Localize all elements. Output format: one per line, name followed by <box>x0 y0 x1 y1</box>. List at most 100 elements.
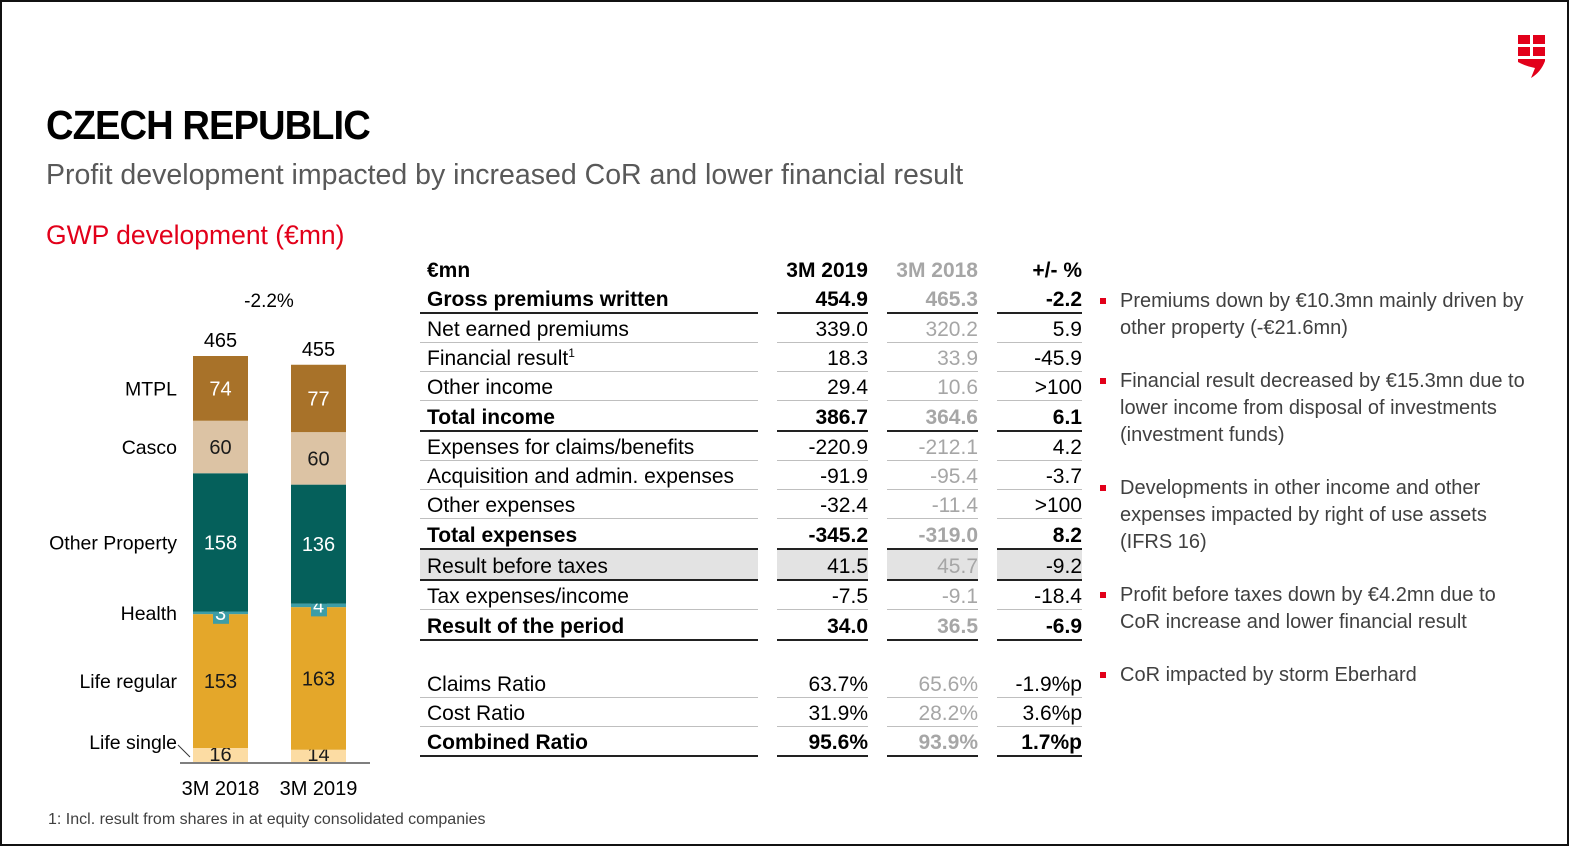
header-change: +/- % <box>1032 259 1082 282</box>
value-current: -345.2 <box>777 519 868 550</box>
value-current: -32.4 <box>777 490 868 519</box>
ratio-row: Combined Ratio 95.6% 93.9% 1.7%p <box>420 727 1082 757</box>
bar-segment <box>291 432 346 485</box>
bullet-marker-icon <box>1100 672 1106 678</box>
table-row: Expenses for claims/benefits -220.9 -212.1… <box>420 432 1082 461</box>
table-row: Total expenses -345.2 -319.0 8.2 <box>420 519 1082 550</box>
bullet-marker-icon <box>1100 378 1106 384</box>
data-label: 158 <box>204 532 237 554</box>
value-current: 386.7 <box>777 401 868 432</box>
table-row: Other income 29.4 10.6 >100 <box>420 372 1082 401</box>
ratio-current: 95.6% <box>777 727 868 757</box>
table-row: Total income 386.7 364.6 6.1 <box>420 401 1082 432</box>
data-label: 74 <box>209 378 231 400</box>
ratio-current: 63.7% <box>777 669 868 698</box>
bullet-marker-icon <box>1100 298 1106 304</box>
ratio-change: -1.9%p <box>997 669 1082 698</box>
category-tick-label: 3M 2019 <box>280 778 358 800</box>
value-current: 29.4 <box>777 372 868 401</box>
bullet-marker-icon <box>1100 485 1106 491</box>
legend-label: Life regular <box>79 671 177 693</box>
table-row: Acquisition and admin. expenses -91.9 -95.… <box>420 461 1082 490</box>
commentary-bullet: Financial result decreased by €15.3mn du… <box>1100 368 1540 449</box>
value-current: 18.3 <box>777 343 868 372</box>
data-label: 77 <box>307 388 329 410</box>
data-label: 153 <box>204 671 237 693</box>
header-unit: €mn <box>427 259 471 282</box>
table-row: Other expenses -32.4 -11.4 >100 <box>420 490 1082 519</box>
ratio-previous: 93.9% <box>887 727 978 757</box>
bar-segment <box>193 473 248 612</box>
value-change: -18.4 <box>997 581 1082 610</box>
value-current: -91.9 <box>777 461 868 490</box>
table-row: Tax expenses/income -7.5 -9.1 -18.4 <box>420 581 1082 610</box>
row-label: Acquisition and admin. expenses <box>420 461 758 490</box>
commentary-list: Premiums down by €10.3mn mainly driven b… <box>1100 288 1540 715</box>
value-change: -45.9 <box>997 343 1082 372</box>
ratio-current: 31.9% <box>777 698 868 727</box>
value-previous: -11.4 <box>887 490 978 519</box>
ratio-change: 1.7%p <box>997 727 1082 757</box>
ratio-previous: 65.6% <box>887 669 978 698</box>
bar-total-label: 455 <box>302 339 335 361</box>
value-change: -9.2 <box>997 550 1082 581</box>
legend-label: Life single <box>89 732 177 754</box>
commentary-bullet: Profit before taxes down by €4.2mn due t… <box>1100 582 1540 636</box>
bar-segment <box>193 356 248 421</box>
bar-segment <box>291 607 346 750</box>
bar-segment <box>193 420 248 474</box>
value-current: 41.5 <box>777 550 868 581</box>
value-change: 6.1 <box>997 401 1082 432</box>
value-previous: -9.1 <box>887 581 978 610</box>
value-previous: 36.5 <box>887 610 978 641</box>
value-previous: -95.4 <box>887 461 978 490</box>
company-logo-icon <box>1518 35 1545 78</box>
value-change: -6.9 <box>997 610 1082 641</box>
ratio-label: Combined Ratio <box>420 727 758 757</box>
category-tick-label: 3M 2018 <box>182 778 260 800</box>
bar-segment <box>291 749 346 762</box>
value-current: 339.0 <box>777 314 868 343</box>
ratio-row: Claims Ratio 63.7% 65.6% -1.9%p <box>420 669 1082 698</box>
bar-segment <box>291 364 346 433</box>
ratio-label: Cost Ratio <box>420 698 758 727</box>
bar-segment <box>193 614 248 748</box>
page-title: CZECH REPUBLIC <box>46 102 371 148</box>
row-label: Expenses for claims/benefits <box>420 432 758 461</box>
legend-label: MTPL <box>125 378 177 400</box>
value-previous: 10.6 <box>887 372 978 401</box>
row-label: Result before taxes <box>420 550 758 581</box>
value-previous: 33.9 <box>887 343 978 372</box>
legend-label: Casco <box>122 437 177 459</box>
row-label: Other income <box>420 372 758 401</box>
table-row: Net earned premiums 339.0 320.2 5.9 <box>420 314 1082 343</box>
value-change: -3.7 <box>997 461 1082 490</box>
value-current: 34.0 <box>777 610 868 641</box>
data-label: 163 <box>302 668 335 690</box>
value-change: -2.2 <box>997 283 1082 314</box>
value-change: >100 <box>997 372 1082 401</box>
value-previous: 45.7 <box>887 550 978 581</box>
value-change: >100 <box>997 490 1082 519</box>
row-label: Tax expenses/income <box>420 581 758 610</box>
value-change: 5.9 <box>997 314 1082 343</box>
life-single-leader-line <box>177 744 191 758</box>
value-current: -220.9 <box>777 432 868 461</box>
bullet-marker-icon <box>1100 592 1106 598</box>
value-previous: -319.0 <box>887 519 978 550</box>
table-row: Gross premiums written 454.9 465.3 -2.2 <box>420 283 1082 314</box>
legend-label: Other Property <box>49 532 177 554</box>
chart-heading: GWP development (€mn) <box>46 220 345 250</box>
row-label: Result of the period <box>420 610 758 641</box>
bar-segment <box>193 748 248 762</box>
data-label: 16 <box>209 744 231 766</box>
bar-total-label: 465 <box>204 330 237 352</box>
bar-segment <box>291 484 346 604</box>
value-previous: 320.2 <box>887 314 978 343</box>
row-label: Other expenses <box>420 490 758 519</box>
value-previous: 364.6 <box>887 401 978 432</box>
footnote: 1: Incl. result from shares in at equity… <box>48 811 486 828</box>
row-label: Gross premiums written <box>420 283 758 314</box>
ratio-change: 3.6%p <box>997 698 1082 727</box>
